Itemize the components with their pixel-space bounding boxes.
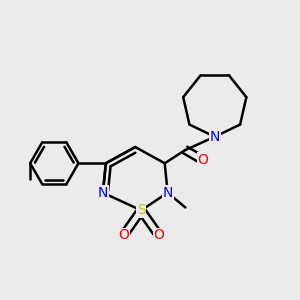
Text: N: N [163, 186, 173, 200]
Text: S: S [137, 203, 146, 218]
Text: O: O [118, 228, 129, 242]
Text: N: N [98, 186, 108, 200]
Text: O: O [153, 228, 164, 242]
Text: N: N [210, 130, 220, 144]
Text: O: O [198, 153, 208, 167]
